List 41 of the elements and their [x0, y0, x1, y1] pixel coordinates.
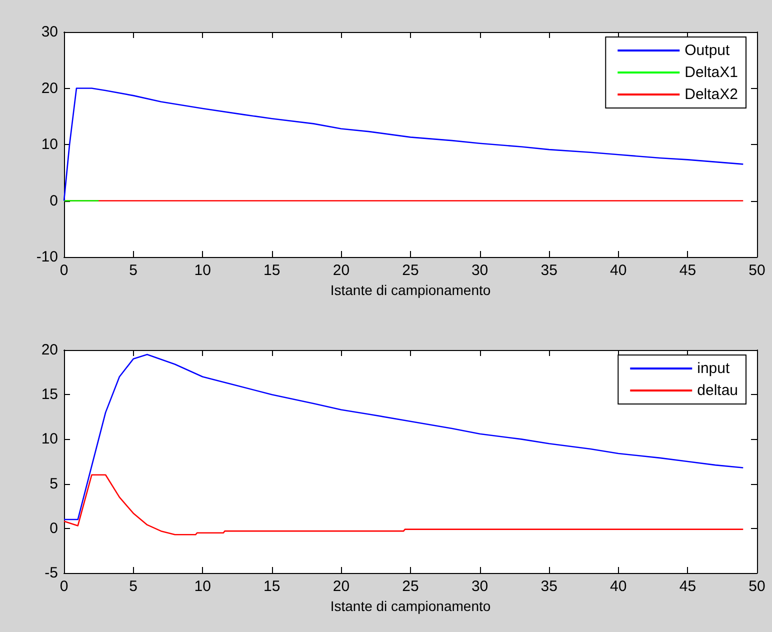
y-tick-label: -5 — [44, 564, 58, 582]
x-tick-label: 15 — [264, 578, 280, 595]
legend-label: input — [697, 360, 730, 377]
x-axis-title: Istante di campionamento — [330, 598, 491, 614]
legend-label: DeltaX2 — [684, 86, 738, 103]
x-tick-label: 35 — [540, 578, 558, 595]
x-tick-label: 5 — [129, 262, 138, 279]
y-tick-label: 20 — [41, 80, 58, 97]
x-tick-label: 40 — [610, 578, 627, 595]
y-tick-label: 15 — [41, 386, 58, 404]
line-series — [63, 354, 744, 520]
x-tick-label: 10 — [194, 578, 211, 595]
y-tick-label: -10 — [36, 248, 58, 266]
x-tick-label: 50 — [748, 578, 766, 595]
x-tick-label: 45 — [679, 262, 696, 279]
y-tick-label: 0 — [50, 192, 58, 210]
legend-label: deltau — [697, 382, 738, 399]
x-tick-label: 30 — [471, 578, 488, 595]
y-tick-label: 5 — [50, 475, 58, 492]
x-tick-label: 10 — [194, 262, 211, 279]
y-tick-label: 10 — [41, 136, 58, 153]
line-series — [63, 88, 744, 202]
x-tick-label: 15 — [264, 262, 280, 279]
x-tick-label: 45 — [679, 578, 696, 595]
x-tick-label: 25 — [402, 262, 419, 279]
legend-label: DeltaX1 — [684, 64, 738, 81]
x-tick-label: 35 — [540, 262, 558, 279]
line-series — [63, 474, 744, 536]
y-tick-label: 0 — [50, 520, 58, 537]
x-tick-label: 20 — [332, 262, 350, 279]
x-tick-label: 25 — [402, 578, 419, 595]
x-axis-title: Istante di campionamento — [330, 282, 491, 298]
x-tick-label: 40 — [610, 262, 627, 279]
y-tick-label: 30 — [41, 24, 58, 40]
x-tick-label: 20 — [332, 578, 350, 595]
x-tick-label: 50 — [748, 262, 766, 279]
x-tick-label: 5 — [129, 578, 138, 595]
legend-label: Output — [684, 42, 730, 59]
y-tick-label: 10 — [41, 430, 58, 448]
x-tick-label: 30 — [471, 262, 488, 279]
y-tick-label: 20 — [41, 342, 58, 358]
